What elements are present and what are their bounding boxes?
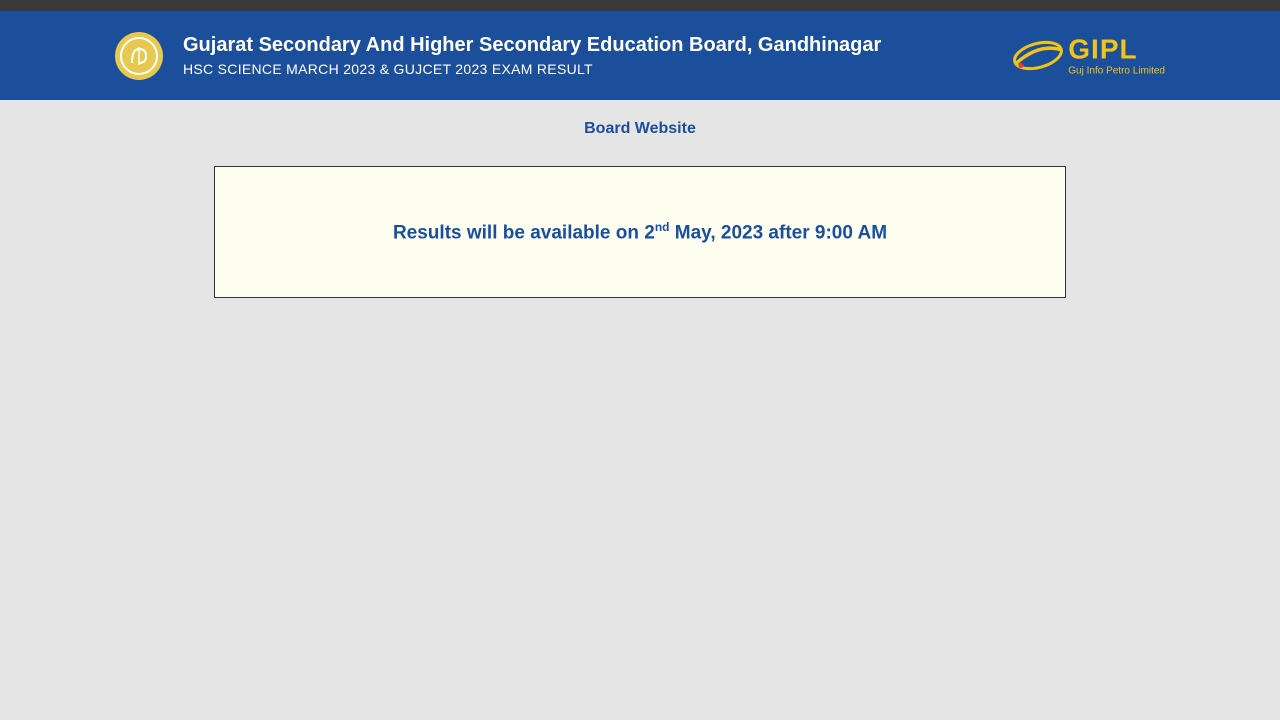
- board-title: Gujarat Secondary And Higher Secondary E…: [183, 34, 881, 57]
- board-logo: [115, 32, 163, 80]
- board-subtitle: HSC SCIENCE MARCH 2023 & GUJCET 2023 EXA…: [183, 61, 881, 77]
- board-logo-inner: [120, 37, 158, 75]
- header-text-block: Gujarat Secondary And Higher Secondary E…: [183, 34, 881, 77]
- notice-text: Results will be available on 2nd May, 20…: [393, 220, 887, 244]
- main-content: Board Website Results will be available …: [0, 100, 1280, 298]
- gipl-text-block: GIPL Guj Info Petro Limited: [1068, 35, 1165, 76]
- notice-suffix: May, 2023 after 9:00 AM: [670, 222, 888, 243]
- gipl-tagline: Guj Info Petro Limited: [1068, 65, 1165, 76]
- board-website-link-wrap: Board Website: [0, 120, 1280, 138]
- gipl-brand: GIPL: [1068, 35, 1165, 63]
- notice-prefix: Results will be available on 2: [393, 222, 655, 243]
- gipl-swoosh-icon: [1011, 36, 1066, 76]
- gipl-logo: GIPL Guj Info Petro Limited: [1011, 35, 1165, 76]
- notice-box: Results will be available on 2nd May, 20…: [214, 166, 1066, 298]
- notice-sup: nd: [655, 220, 670, 234]
- page-header: Gujarat Secondary And Higher Secondary E…: [0, 11, 1280, 100]
- board-website-link[interactable]: Board Website: [584, 120, 696, 137]
- top-bar: [0, 0, 1280, 11]
